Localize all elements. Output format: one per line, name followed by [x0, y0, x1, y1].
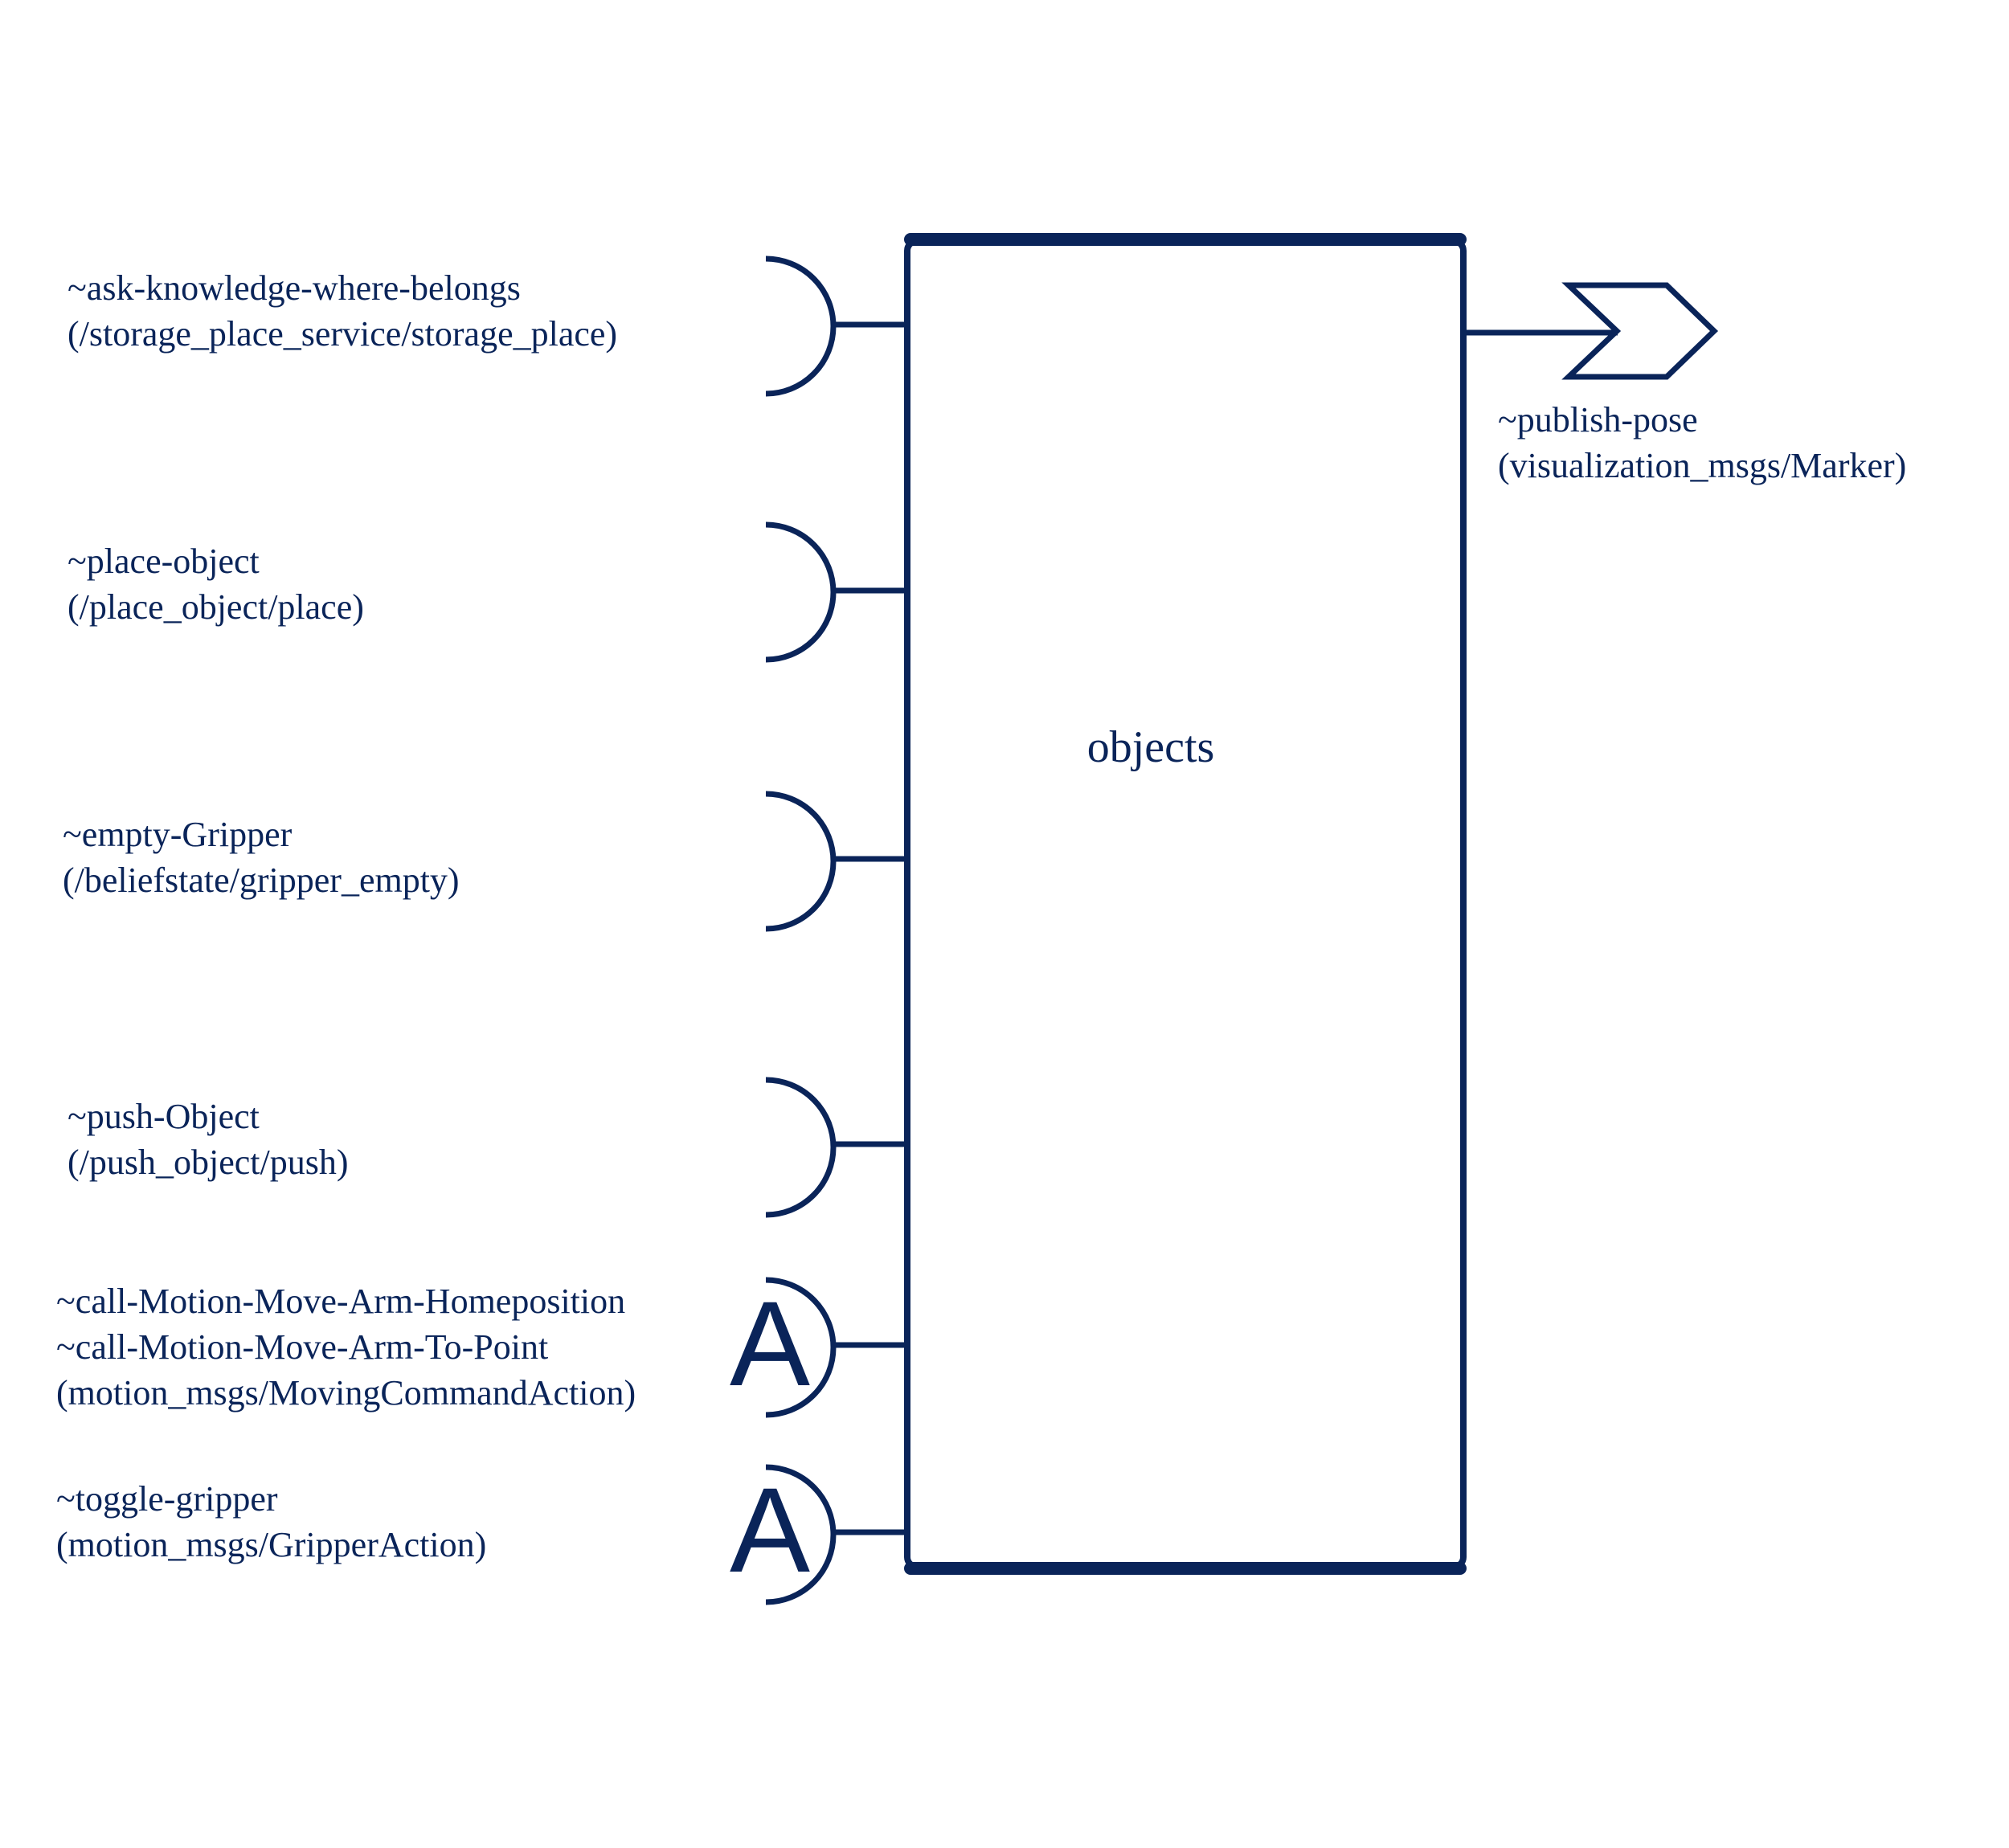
interface-label: ~call-Motion-Move-Arm-Homeposition ~call…	[56, 1282, 636, 1413]
component-box[interactable]	[904, 238, 1467, 1570]
interface-label: ~push-Object (/push_object/push)	[68, 1097, 349, 1182]
action-interface-moving-command[interactable]: A ~call-Motion-Move-Arm-Homeposition ~ca…	[56, 1276, 907, 1418]
interface-label: ~place-object (/place_object/place)	[68, 542, 364, 627]
service-interface-empty-gripper[interactable]: ~empty-Gripper (/beliefstate/gripper_emp…	[63, 791, 907, 932]
service-interface-push-object[interactable]: ~push-Object (/push_object/push)	[68, 1077, 907, 1218]
interface-label: ~toggle-gripper (motion_msgs/GripperActi…	[56, 1479, 486, 1564]
action-a-icon: A	[730, 1276, 810, 1411]
service-interface-storage-place[interactable]: ~ask-knowledge-where-belongs (/storage_p…	[68, 256, 907, 397]
publisher-interface[interactable]: ~publish-pose (visualization_msgs/Marker…	[1463, 282, 1906, 485]
service-interface-place-object[interactable]: ~place-object (/place_object/place)	[68, 521, 907, 663]
service-socket-icon	[765, 521, 837, 663]
component-name: objects	[1087, 722, 1215, 772]
action-interface-toggle-gripper[interactable]: A ~toggle-gripper (motion_msgs/GripperAc…	[56, 1462, 907, 1605]
service-socket-icon	[765, 1077, 837, 1218]
publisher-label: ~publish-pose (visualization_msgs/Marker…	[1498, 400, 1906, 485]
action-socket-icon	[765, 1277, 837, 1418]
action-socket-icon	[765, 1464, 837, 1605]
service-socket-icon	[765, 256, 837, 397]
interface-label: ~ask-knowledge-where-belongs (/storage_p…	[68, 268, 617, 354]
service-socket-icon	[765, 791, 837, 932]
action-a-icon: A	[730, 1462, 810, 1597]
interface-label: ~empty-Gripper (/beliefstate/gripper_emp…	[63, 815, 460, 900]
publisher-arrow-icon	[1561, 282, 1719, 380]
